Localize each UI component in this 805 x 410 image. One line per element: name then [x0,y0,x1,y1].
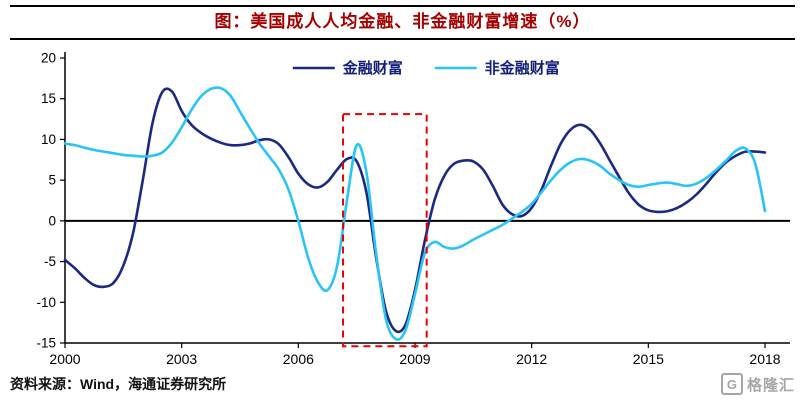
y-tick-label: 10 [41,132,56,147]
x-tick-label: 2000 [49,351,80,367]
legend-label-1: 金融财富 [342,59,403,77]
gelonghui-logo: G 格隆汇 [720,373,795,395]
legend-label-2: 非金融财富 [485,59,560,77]
logo-text: 格隆汇 [746,376,795,394]
y-tick-label: -15 [36,336,56,351]
y-tick-label: -10 [36,295,56,310]
source-text: 资料来源：Wind，海通证券研究所 [10,376,227,392]
y-tick-label: -5 [44,254,56,269]
logo-g-icon: G [720,373,743,395]
x-tick-label: 2012 [516,351,547,367]
x-tick-label: 2018 [749,351,780,367]
report-figure: 图：美国成人人均金融、非金融财富增速（%） 20 15 10 5 0 -5 -10 -15 20… [0,5,805,410]
y-tick-label: 5 [48,173,56,188]
chart-header: 图：美国成人人均金融、非金融财富增速（%） [10,5,795,40]
footer: 资料来源：Wind，海通证券研究所 G 格隆汇 [0,372,805,396]
x-tick-label: 2009 [399,351,430,367]
crisis-highlight-box [342,113,428,348]
series-line-2 [63,86,767,341]
x-tick-label: 2006 [283,351,314,367]
y-tick-label: 15 [41,91,56,106]
x-tick-label: 2015 [633,351,664,367]
y-tick-label: 0 [48,213,56,228]
chart-title: 图：美国成人人均金融、非金融财富增速（%） [214,12,591,31]
y-tick-label: 20 [41,51,56,66]
line-chart: 20 15 10 5 0 -5 -10 -15 2000 2003 2006 2009 2012 2015… [0,40,805,370]
x-tick-label: 2003 [166,351,197,367]
